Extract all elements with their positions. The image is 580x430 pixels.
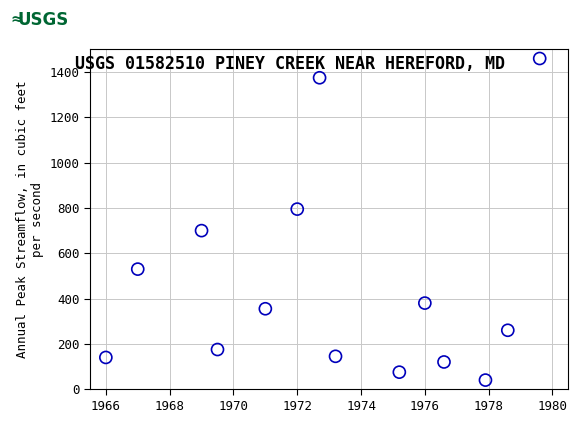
Point [395, 369, 404, 376]
Point [260, 305, 270, 312]
Text: ▒USGS: ▒USGS [3, 10, 78, 30]
Point [503, 327, 513, 334]
Point [197, 227, 206, 234]
Point [535, 55, 544, 62]
Point [133, 266, 143, 273]
Bar [1, 2, 85, 38]
Point [481, 377, 490, 384]
Text: USGS 01582510 PINEY CREEK NEAR HEREFORD, MD: USGS 01582510 PINEY CREEK NEAR HEREFORD,… [75, 55, 505, 73]
Point [331, 353, 340, 360]
Y-axis label: Annual Peak Streamflow, in cubic feet
per second: Annual Peak Streamflow, in cubic feet pe… [16, 80, 44, 358]
Text: USGS: USGS [18, 11, 69, 29]
Point [439, 359, 448, 366]
Point [315, 74, 324, 81]
Bar [1, 2, 77, 38]
Text: ≈: ≈ [10, 12, 23, 27]
Point [292, 206, 302, 212]
Point [213, 346, 222, 353]
Point [101, 354, 110, 361]
Point [420, 300, 429, 307]
